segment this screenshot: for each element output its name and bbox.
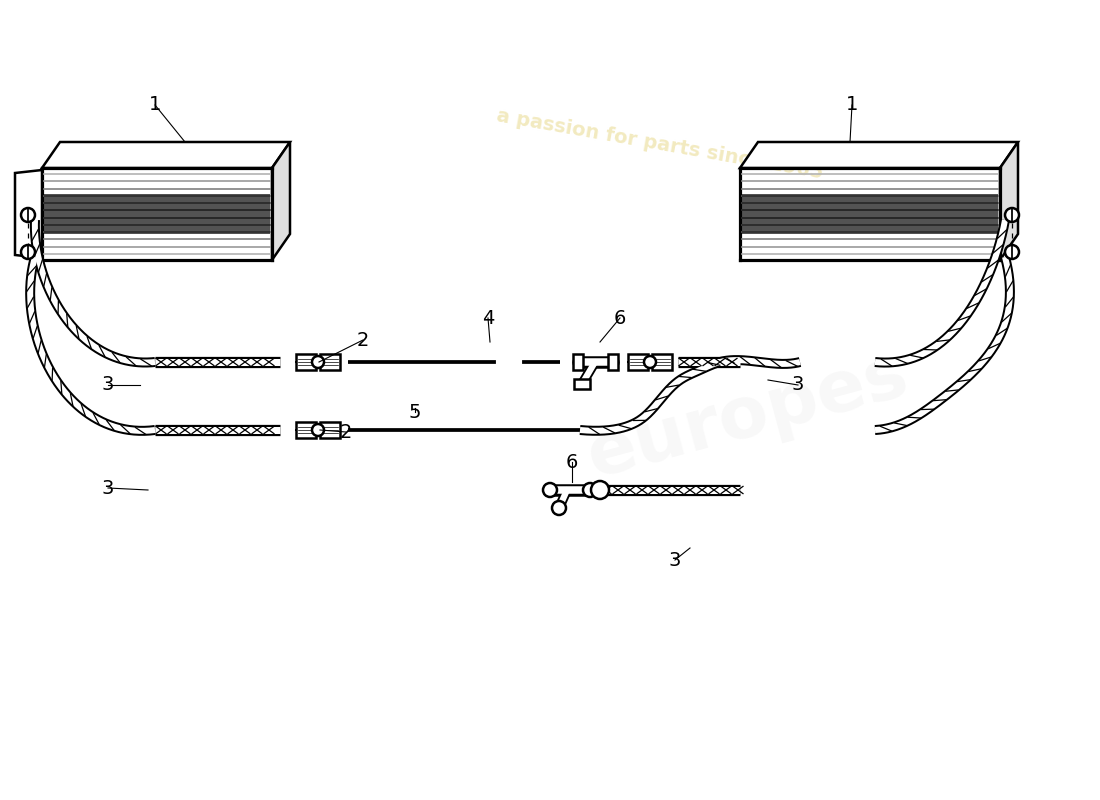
Circle shape bbox=[21, 208, 35, 222]
Text: 2: 2 bbox=[340, 422, 352, 442]
Circle shape bbox=[583, 483, 597, 497]
Circle shape bbox=[552, 501, 567, 515]
Text: 1: 1 bbox=[148, 95, 162, 114]
Polygon shape bbox=[742, 194, 998, 234]
Text: 3: 3 bbox=[669, 550, 681, 570]
Bar bbox=[608, 354, 618, 370]
Circle shape bbox=[591, 481, 609, 499]
Circle shape bbox=[312, 356, 324, 368]
Circle shape bbox=[312, 424, 324, 436]
Text: 3: 3 bbox=[792, 375, 804, 394]
Polygon shape bbox=[44, 194, 270, 234]
Bar bbox=[652, 354, 672, 370]
Circle shape bbox=[21, 245, 35, 259]
Bar bbox=[320, 422, 340, 438]
Bar bbox=[574, 379, 590, 389]
Circle shape bbox=[1005, 208, 1019, 222]
Circle shape bbox=[1005, 245, 1019, 259]
Bar bbox=[320, 354, 340, 370]
Circle shape bbox=[644, 356, 656, 368]
Polygon shape bbox=[740, 142, 1018, 168]
Polygon shape bbox=[42, 142, 290, 168]
Bar bbox=[296, 354, 316, 370]
Text: 4: 4 bbox=[482, 309, 494, 327]
Text: 6: 6 bbox=[614, 309, 626, 327]
Bar bbox=[573, 354, 583, 370]
Polygon shape bbox=[272, 142, 290, 260]
Polygon shape bbox=[1000, 142, 1018, 260]
Text: europes: europes bbox=[580, 340, 916, 492]
Text: 1: 1 bbox=[846, 95, 858, 114]
Polygon shape bbox=[15, 170, 42, 258]
Text: 2: 2 bbox=[356, 330, 370, 350]
Bar bbox=[296, 422, 316, 438]
Text: 5: 5 bbox=[409, 402, 421, 422]
Circle shape bbox=[543, 483, 557, 497]
Text: a passion for parts since 1965: a passion for parts since 1965 bbox=[495, 106, 825, 182]
Text: 3: 3 bbox=[102, 478, 114, 498]
Text: 3: 3 bbox=[102, 375, 114, 394]
Bar bbox=[628, 354, 648, 370]
Text: 6: 6 bbox=[565, 453, 579, 471]
